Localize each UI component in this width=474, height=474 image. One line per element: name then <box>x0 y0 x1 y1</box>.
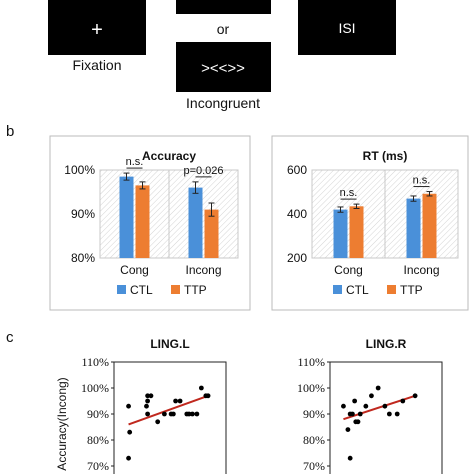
data-point <box>347 455 353 461</box>
y-axis-label: Accuracy(Incong) <box>55 377 69 470</box>
data-point <box>145 411 151 417</box>
congruent-box <box>176 0 271 14</box>
x-tick-label: Cong <box>334 263 363 277</box>
incongruent-label: Incongruent <box>186 95 260 111</box>
data-point <box>363 403 369 409</box>
data-point <box>155 419 161 425</box>
data-point <box>194 411 200 417</box>
chart-title: LING.R <box>366 337 407 351</box>
panel-c-label: c <box>6 329 14 346</box>
legend-label-ctl: CTL <box>130 283 153 297</box>
y-tick-label: 80% <box>87 433 109 447</box>
x-tick-label: Cong <box>120 263 149 277</box>
y-tick-label: 80% <box>303 433 325 447</box>
data-point <box>369 393 374 399</box>
x-tick-label: Incong <box>185 263 221 277</box>
panel-a: + Fixation or ><<>> Incongruent ISI <box>48 0 396 111</box>
bar-ttp <box>204 209 219 258</box>
isi-box <box>298 0 396 55</box>
data-point <box>394 411 400 417</box>
y-tick-label: 90% <box>71 207 95 221</box>
significance-label: n.s. <box>340 187 358 199</box>
data-point <box>177 398 183 404</box>
data-point <box>126 403 131 409</box>
data-point <box>375 385 381 391</box>
y-tick-label: 70% <box>87 459 109 473</box>
significance-label: n.s. <box>126 156 144 168</box>
incongruent-box <box>176 42 271 92</box>
bar-ttp <box>349 206 364 258</box>
trend-line <box>128 394 209 426</box>
data-point <box>412 393 418 399</box>
data-point <box>190 411 195 417</box>
fixation-symbol: + <box>91 19 103 41</box>
accuracy-chart: Accuracy 100% 90% 80% Cong n.s. Incong p=0.026 C… <box>49 135 251 311</box>
data-point <box>186 411 192 417</box>
bar-ctl <box>188 187 203 258</box>
legend-swatch-ttp <box>387 285 396 294</box>
data-point <box>144 403 149 409</box>
data-point <box>173 398 179 404</box>
rt-chart: RT (ms) 600 400 200 Cong n.s. Incong n.s. CTL TTP <box>271 135 469 311</box>
ling-l-chart: LING.L 110% 100% 90% 80% 70% Accuracy(Incong) <box>55 337 227 474</box>
y-tick-label: 100% <box>64 163 95 177</box>
legend-label-ttp: TTP <box>184 283 207 297</box>
data-point <box>357 411 363 417</box>
fixation-label: Fixation <box>72 57 121 73</box>
significance-label: n.s. <box>413 175 431 187</box>
y-tick-label: 100% <box>297 381 325 395</box>
data-point <box>205 393 211 399</box>
legend-swatch-ctl <box>117 285 126 294</box>
legend-label-ttp: TTP <box>400 283 423 297</box>
y-tick-label: 600 <box>287 163 307 177</box>
data-point <box>145 393 151 399</box>
data-point <box>386 411 392 417</box>
fixation-box <box>48 0 146 55</box>
bar-ttp <box>135 185 150 258</box>
isi-label: ISI <box>338 20 355 36</box>
data-point <box>148 393 154 399</box>
plot-frame <box>329 361 443 474</box>
legend-label-ctl: CTL <box>346 283 369 297</box>
y-tick-label: 110% <box>81 355 109 369</box>
bar-ctl <box>119 176 134 258</box>
chart-title: RT (ms) <box>363 149 408 163</box>
data-point <box>341 403 346 409</box>
y-tick-label: 110% <box>297 355 325 369</box>
data-point <box>170 411 176 417</box>
x-tick-label: Incong <box>403 263 439 277</box>
data-point <box>198 385 204 391</box>
incongruent-symbol: ><<>> <box>201 60 245 77</box>
legend-swatch-ctl <box>333 285 342 294</box>
y-tick-label: 70% <box>303 459 325 473</box>
ling-r-chart: LING.R 110% 100% 90% 80% 70% <box>297 337 443 474</box>
data-point <box>126 455 131 461</box>
y-tick-label: 100% <box>81 381 109 395</box>
or-label: or <box>217 21 230 37</box>
legend-swatch-ttp <box>171 285 180 294</box>
data-point <box>382 403 388 409</box>
panel-b-label: b <box>6 123 14 140</box>
y-tick-label: 400 <box>287 207 307 221</box>
data-point <box>345 427 351 432</box>
significance-label: p=0.026 <box>183 165 223 177</box>
y-tick-label: 200 <box>287 251 307 265</box>
y-tick-label: 80% <box>71 251 95 265</box>
data-point <box>162 411 167 417</box>
bar-ctl <box>406 198 421 258</box>
bar-ttp <box>422 193 437 258</box>
data-point <box>127 429 133 435</box>
data-point <box>355 419 361 425</box>
chart-title: LING.L <box>150 337 189 351</box>
bar-ctl <box>333 209 348 258</box>
plot-frame <box>113 361 227 474</box>
chart-title: Accuracy <box>142 149 196 163</box>
data-point <box>145 398 151 404</box>
data-point <box>350 411 355 417</box>
y-tick-label: 90% <box>303 407 325 421</box>
y-tick-label: 90% <box>87 407 109 421</box>
data-point <box>352 398 358 404</box>
data-point <box>400 398 406 404</box>
